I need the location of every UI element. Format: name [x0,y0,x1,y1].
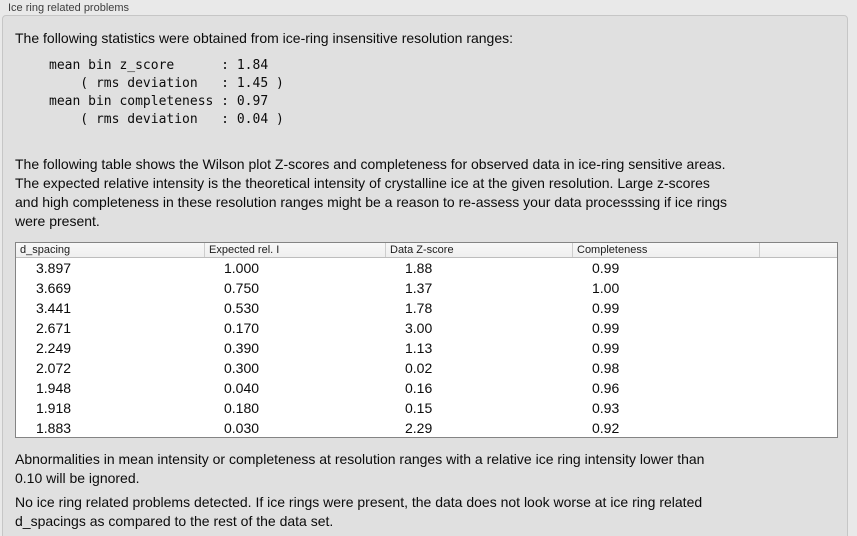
table-row[interactable]: 2.072 0.300 0.02 0.98 [16,358,837,378]
table-cell: 3.897 [36,260,72,276]
conclusion-line: No ice ring related problems detected. I… [15,494,703,510]
ice-ring-groupbox: The following statistics were obtained f… [2,15,848,536]
stat-line-completeness: mean bin completeness : 0.97 [49,94,269,109]
table-header-row: d_spacing Expected rel. I Data Z-score Comp… [16,243,837,258]
ignore-note-line: 0.10 will be ignored. [15,470,140,486]
table-cell-spacer [759,278,837,298]
table-cell: 0.530 [224,300,260,316]
table-row[interactable]: 2.249 0.390 1.13 0.99 [16,338,837,358]
table-cell-spacer [759,398,837,418]
table-cell: 0.040 [224,380,260,396]
table-cell: 2.249 [36,340,72,356]
ice-ring-table[interactable]: d_spacing Expected rel. I Data Z-score Comp… [15,242,838,438]
table-cell: 1.000 [224,260,260,276]
table-cell: 1.00 [592,280,620,296]
table-cell: 0.300 [224,360,260,376]
table-cell: 0.030 [224,420,260,436]
table-cell: 0.390 [224,340,260,356]
table-cell-spacer [759,318,837,338]
table-row[interactable]: 1.948 0.040 0.16 0.96 [16,378,837,398]
panel-title: Ice ring related problems [8,2,130,14]
table-row[interactable]: 3.669 0.750 1.37 1.00 [16,278,837,298]
stat-line-zscore-rms: ( rms deviation : 1.45 ) [49,76,284,91]
table-header-d-spacing[interactable]: d_spacing [20,244,71,256]
intro-text: The following statistics were obtained f… [15,30,514,46]
table-cell: 1.88 [405,260,433,276]
table-cell-spacer [759,418,837,438]
table-cell: 1.918 [36,400,72,416]
table-cell: 0.92 [592,420,620,436]
table-header-data-z-score[interactable]: Data Z-score [385,243,572,257]
table-description-line: and high completeness in these resolutio… [15,194,728,210]
table-cell: 0.98 [592,360,620,376]
table-cell: 1.13 [405,340,433,356]
table-cell: 3.441 [36,300,72,316]
table-cell: 0.16 [405,380,433,396]
table-cell: 1.883 [36,420,72,436]
table-cell-spacer [759,258,837,278]
table-cell: 1.78 [405,300,433,316]
conclusion-line: d_spacings as compared to the rest of th… [15,513,334,529]
table-row[interactable]: 3.897 1.000 1.88 0.99 [16,258,837,278]
table-cell: 0.99 [592,320,620,336]
table-cell: 3.00 [405,320,433,336]
table-row[interactable]: 2.671 0.170 3.00 0.99 [16,318,837,338]
table-cell: 0.96 [592,380,620,396]
table-description-line: The expected relative intensity is the t… [15,175,710,191]
table-description-line: were present. [15,213,100,229]
table-body: 3.897 1.000 1.88 0.99 3.669 0.750 1.37 1.00 3.44… [16,258,837,438]
table-cell: 2.072 [36,360,72,376]
table-cell: 2.29 [405,420,433,436]
table-cell: 0.750 [224,280,260,296]
table-row[interactable]: 1.918 0.180 0.15 0.93 [16,398,837,418]
table-cell: 0.170 [224,320,260,336]
table-cell-spacer [759,378,837,398]
table-cell: 1.948 [36,380,72,396]
stat-line-zscore: mean bin z_score : 1.84 [49,58,269,73]
ignore-note-line: Abnormalities in mean intensity or compl… [15,451,705,467]
stat-line-completeness-rms: ( rms deviation : 0.04 ) [49,112,284,127]
table-cell: 0.93 [592,400,620,416]
table-cell-spacer [759,298,837,318]
table-row[interactable]: 1.883 0.030 2.29 0.92 [16,418,837,438]
table-cell: 3.669 [36,280,72,296]
table-cell: 1.37 [405,280,433,296]
ignore-note: Abnormalities in mean intensity or compl… [15,450,704,488]
table-header-expected-rel-i[interactable]: Expected rel. I [204,243,385,257]
table-cell: 0.99 [592,300,620,316]
table-header-spacer [759,243,837,257]
table-cell: 0.99 [592,260,620,276]
table-cell: 0.99 [592,340,620,356]
table-cell: 0.180 [224,400,260,416]
table-cell-spacer [759,338,837,358]
table-row[interactable]: 3.441 0.530 1.78 0.99 [16,298,837,318]
table-cell: 0.02 [405,360,433,376]
table-cell: 0.15 [405,400,433,416]
table-header-completeness[interactable]: Completeness [572,243,759,257]
table-description-line: The following table shows the Wilson plo… [15,156,726,172]
table-cell-spacer [759,358,837,378]
table-description: The following table shows the Wilson plo… [15,155,727,231]
conclusion-text: No ice ring related problems detected. I… [15,493,702,531]
stats-block: mean bin z_score : 1.84 ( rms deviation … [49,57,284,129]
table-cell: 2.671 [36,320,72,336]
